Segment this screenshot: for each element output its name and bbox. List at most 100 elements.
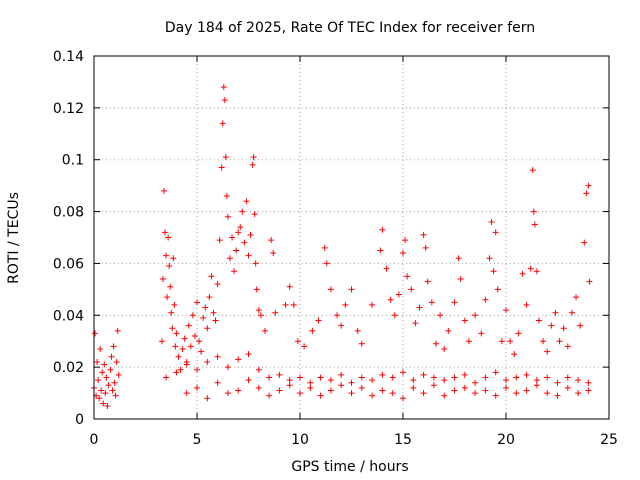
data-point: [533, 268, 540, 275]
data-point: [95, 377, 102, 384]
data-point: [492, 229, 499, 236]
y-tick-label: 0.1: [62, 153, 84, 169]
data-point: [243, 198, 250, 205]
data-point: [552, 309, 559, 316]
data-point: [527, 265, 534, 272]
data-point: [235, 356, 242, 363]
data-point: [297, 374, 303, 381]
data-point: [309, 327, 316, 334]
data-point: [323, 260, 330, 267]
data-point: [162, 229, 169, 236]
data-point: [297, 390, 303, 397]
data-point: [165, 234, 172, 241]
data-point: [327, 286, 334, 293]
data-point: [513, 390, 520, 397]
data-point: [472, 390, 479, 397]
data-point: [379, 226, 386, 233]
y-tick-label: 0.06: [53, 256, 84, 272]
data-point: [307, 384, 314, 391]
data-point: [410, 377, 417, 384]
data-point: [99, 369, 106, 376]
data-point: [523, 301, 530, 308]
data-point: [327, 387, 334, 394]
data-point: [575, 390, 582, 397]
data-point: [194, 366, 200, 373]
data-point: [533, 382, 540, 389]
data-point: [94, 358, 101, 365]
data-point: [400, 395, 406, 402]
data-point: [112, 392, 119, 399]
data-point: [377, 247, 384, 254]
data-point: [379, 387, 386, 394]
data-point: [255, 384, 262, 391]
data-point: [432, 340, 439, 347]
y-tick-label: 0.12: [53, 101, 84, 117]
data-point: [523, 371, 530, 378]
data-point: [519, 270, 526, 277]
data-point: [383, 265, 390, 272]
data-point: [251, 211, 258, 218]
data-point: [395, 291, 402, 298]
data-point: [369, 301, 376, 308]
data-point: [222, 154, 229, 161]
data-point: [261, 327, 268, 334]
data-point: [482, 387, 489, 394]
data-point: [229, 234, 236, 241]
data-point: [577, 322, 584, 329]
data-point: [239, 208, 246, 215]
y-axis-title: ROTI / TECUs: [6, 192, 22, 284]
data-point: [334, 312, 341, 319]
data-point: [268, 237, 275, 244]
data-point: [172, 343, 179, 350]
data-point: [241, 239, 248, 246]
data-point: [369, 392, 376, 399]
data-point: [441, 345, 448, 352]
data-point: [212, 317, 219, 324]
data-point: [221, 97, 228, 104]
data-point: [327, 377, 334, 384]
gridlines: [94, 56, 609, 419]
data-point: [245, 252, 252, 259]
data-point: [249, 161, 256, 168]
data-point: [585, 182, 592, 189]
data-point: [111, 379, 118, 386]
data-point: [204, 358, 211, 365]
data-point: [255, 366, 262, 373]
data-point: [358, 340, 365, 347]
data-point: [189, 312, 196, 319]
data-point: [210, 309, 217, 316]
data-point: [216, 237, 223, 244]
data-point: [422, 244, 429, 251]
data-point: [204, 395, 211, 402]
data-point: [583, 190, 590, 197]
data-point: [290, 301, 297, 308]
data-point: [348, 286, 355, 293]
data-point: [97, 345, 104, 352]
x-tick-label: 0: [90, 432, 99, 448]
data-point: [224, 390, 231, 397]
data-point: [494, 286, 501, 293]
data-point: [224, 213, 231, 220]
data-point: [389, 390, 396, 397]
data-point: [457, 275, 464, 282]
y-tick-label: 0.04: [53, 308, 84, 324]
data-point: [160, 275, 167, 282]
data-point: [461, 317, 468, 324]
data-point: [560, 325, 567, 332]
y-tick-label: 0: [75, 412, 84, 428]
data-point: [402, 237, 409, 244]
data-point: [575, 377, 582, 384]
data-point: [441, 377, 448, 384]
data-point: [266, 374, 273, 381]
data-point: [488, 218, 495, 225]
data-point: [173, 330, 180, 337]
data-point: [257, 312, 264, 319]
data-point: [202, 304, 209, 311]
data-point: [219, 120, 226, 127]
data-point: [214, 281, 221, 288]
data-point: [250, 154, 257, 161]
y-tick-label: 0.02: [53, 360, 84, 376]
data-point: [358, 384, 365, 391]
data-point: [472, 312, 479, 319]
data-point: [544, 374, 551, 381]
